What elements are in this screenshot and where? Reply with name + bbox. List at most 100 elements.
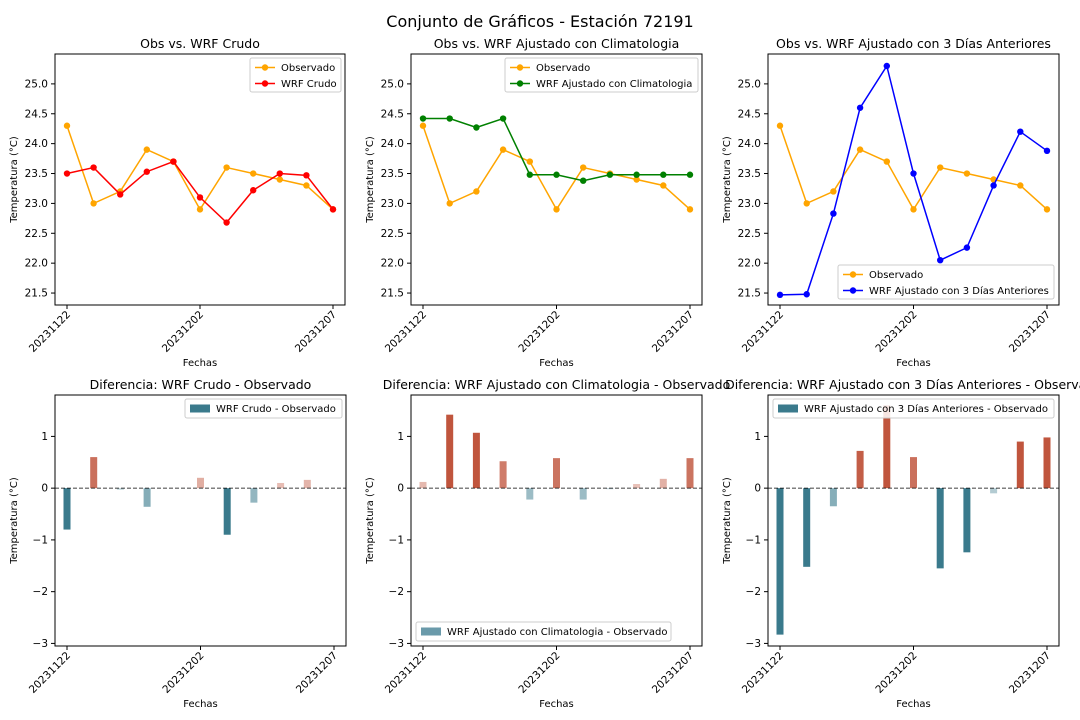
data-point [856,146,864,153]
axes-frame [410,53,703,306]
data-point [419,115,427,122]
bar [990,488,998,494]
data-point [143,146,150,153]
axes-frame [767,53,1060,306]
bar [579,488,587,500]
data-point [526,171,533,178]
data-point [419,122,427,129]
data-point [473,188,480,195]
x-axis-label: Fechas [896,358,931,369]
y-tick-label: 1 [397,431,404,443]
legend: WRF Crudo - Observado [184,398,343,419]
data-point [937,164,944,171]
bar [1016,441,1024,489]
data-point [1043,206,1051,213]
y-tick-label: −2 [33,586,48,598]
y-tick-label: 21.5 [738,288,761,300]
bar [829,488,837,507]
data-point [526,158,533,165]
y-axis-label: Temperatura (°C) [365,477,376,565]
legend-swatch [778,404,798,413]
chart-4: Diferencia: WRF Crudo - Observado −3 −2 −1 0… [9,377,347,710]
y-tick-label: 1 [754,431,761,443]
x-axis-label: Fechas [183,699,218,710]
data-point [910,170,917,177]
data-point [580,164,587,171]
y-axis-label: Temperatura (°C) [722,477,733,565]
data-point [303,182,310,189]
data-point [963,244,971,251]
y-tick-label: 22.5 [381,228,404,240]
legend-box [772,398,1055,419]
data-point [250,187,257,194]
bar [633,484,641,489]
data-point [250,170,257,177]
chart-title: Obs vs. WRF Ajustado con Climatologia [434,36,680,51]
legend-label: Observado [536,63,590,74]
data-point [686,206,694,213]
x-axis-label: Fechas [896,699,931,710]
y-tick-label: 23.5 [381,168,404,180]
data-point [937,256,944,264]
y-tick-label: 24.0 [25,138,48,150]
legend-marker [516,64,524,71]
axes-frame [410,394,703,647]
axes-frame [767,394,1060,647]
legend-label: WRF Ajustado con Climatologia - Observad… [447,627,668,638]
data-point [90,164,97,171]
bar [606,488,614,490]
data-point [1043,147,1051,155]
x-axis-label: Fechas [539,358,574,369]
y-tick-label: 25.0 [738,78,761,90]
data-point [830,188,837,195]
figure-title: Conjunto de Gráficos - Estación 72191 [386,12,693,31]
legend-label: WRF Crudo [281,79,337,90]
y-tick-label: 24.0 [738,138,761,150]
bar [223,488,231,535]
bar [910,457,917,489]
bar [277,482,285,489]
data-point [660,182,667,189]
axes-frame [54,53,346,306]
y-tick-label: −1 [33,534,48,546]
data-point [553,206,560,213]
legend: WRF Ajustado con 3 Días Anteriores - Obs… [772,398,1055,419]
legend-box [837,264,1055,300]
y-tick-label: −3 [746,638,761,650]
bar [963,488,971,553]
legend-label: WRF Ajustado con 3 Días Anteriores - Obs… [804,403,1048,415]
bar [936,488,944,569]
legend-box [184,398,343,419]
data-point [776,122,784,129]
bar [1043,437,1051,489]
y-tick-label: 22.0 [25,258,48,270]
bar [526,488,534,500]
y-tick-label: 24.0 [381,138,404,150]
y-tick-label: −3 [33,638,48,650]
y-tick-label: 24.5 [738,108,761,120]
data-point [963,170,971,177]
bar [419,481,427,489]
y-tick-label: 23.5 [25,168,48,180]
legend: Observado WRF Crudo [249,57,342,93]
bar [250,488,258,503]
y-tick-label: 0 [41,483,48,495]
chart-title: Diferencia: WRF Ajustado con 3 Días Ante… [725,377,1080,392]
bar [776,488,784,635]
legend-label: Observado [281,63,335,74]
y-tick-label: 22.0 [738,258,761,270]
legend-box [504,57,699,93]
legend-marker [261,64,269,71]
chart-2: Obs vs. WRF Ajustado con Climatologia 21.… [365,36,703,369]
y-tick-label: −3 [389,638,404,650]
chart-title: Obs vs. WRF Crudo [140,36,260,51]
y-tick-label: 25.0 [25,78,48,90]
y-tick-label: 0 [754,483,761,495]
chart-title: Obs vs. WRF Ajustado con 3 Días Anterior… [776,36,1051,51]
data-point [303,172,310,179]
data-point [1017,128,1024,135]
data-point [446,200,453,207]
data-point [580,177,587,184]
bar [446,414,454,489]
bar [143,488,151,507]
